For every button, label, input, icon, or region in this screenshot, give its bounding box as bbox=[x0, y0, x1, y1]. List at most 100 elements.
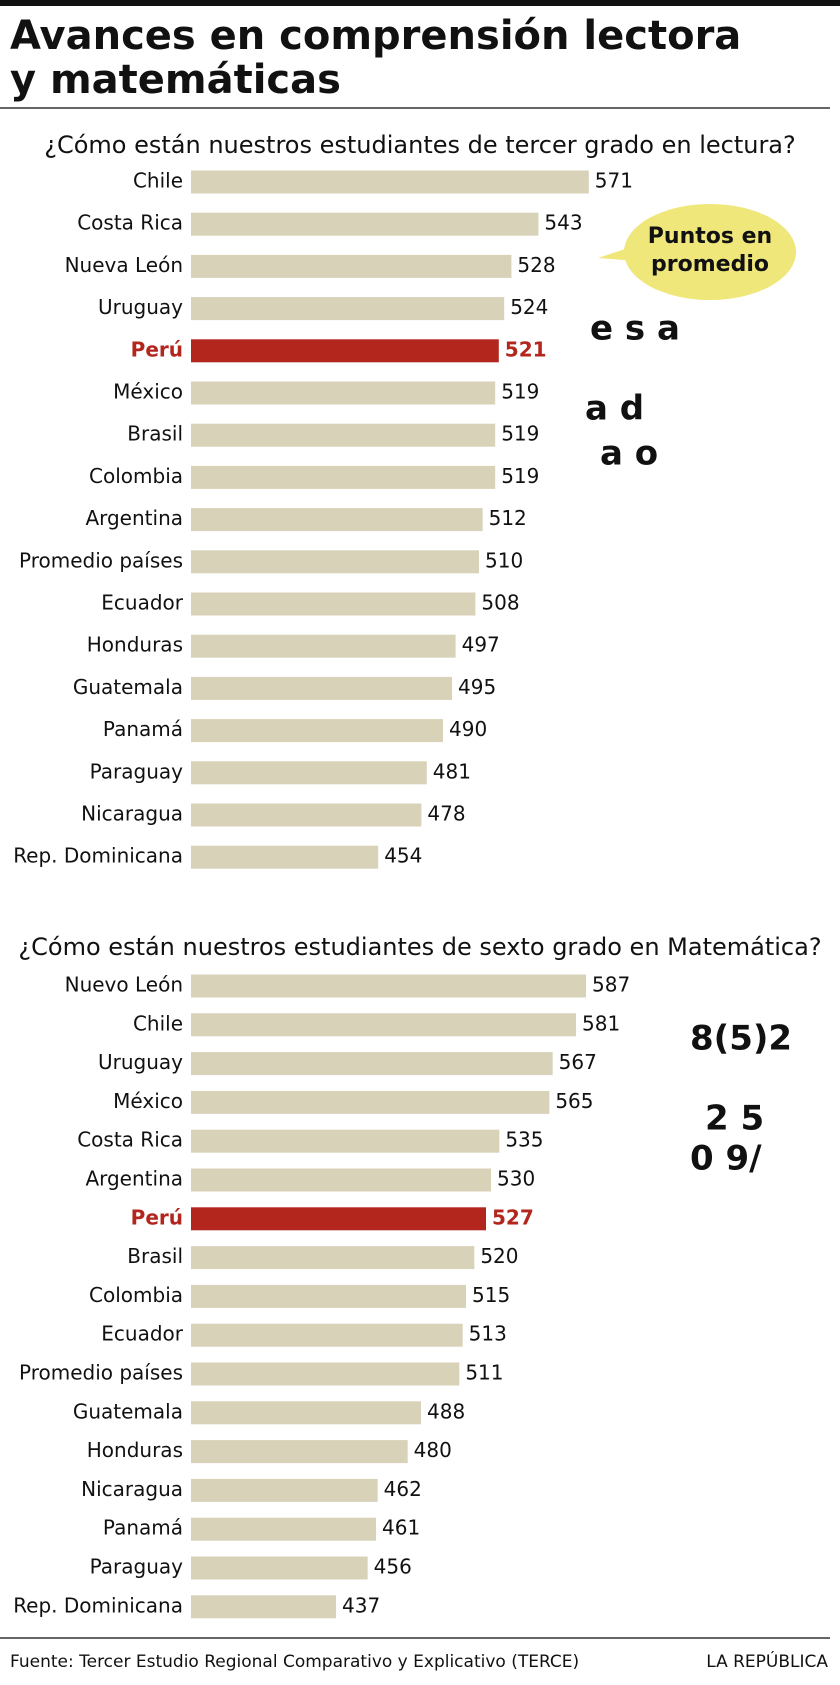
value-label: 567 bbox=[559, 1050, 597, 1074]
value-label: 581 bbox=[582, 1011, 620, 1035]
title-line: Avances en comprensión lectora bbox=[10, 13, 741, 59]
value-label: 511 bbox=[465, 1361, 503, 1385]
category-label: Guatemala bbox=[73, 1399, 183, 1423]
category-label: Ecuador bbox=[101, 1322, 183, 1346]
value-label: 461 bbox=[382, 1516, 420, 1540]
category-label: Promedio países bbox=[19, 1361, 183, 1385]
category-label: Brasil bbox=[127, 422, 183, 446]
bar bbox=[191, 1207, 486, 1231]
value-label: 513 bbox=[469, 1322, 507, 1346]
category-label: Rep. Dominicana bbox=[13, 844, 183, 868]
category-label: Paraguay bbox=[90, 759, 184, 783]
category-label: Uruguay bbox=[98, 295, 183, 319]
bar bbox=[191, 803, 422, 827]
value-label: 528 bbox=[517, 253, 555, 277]
decor-letters: a o bbox=[600, 434, 658, 474]
category-label: Colombia bbox=[89, 1283, 183, 1307]
chart-subtitle: ¿Cómo están nuestros estudiantes de terc… bbox=[44, 131, 796, 159]
category-label: México bbox=[113, 380, 183, 404]
value-label: 571 bbox=[595, 169, 633, 193]
category-label: Chile bbox=[133, 1011, 183, 1035]
category-label: Rep. Dominicana bbox=[13, 1593, 183, 1617]
bar bbox=[191, 550, 479, 574]
bar bbox=[191, 1052, 553, 1076]
bar bbox=[191, 634, 456, 658]
callout-bubble bbox=[624, 204, 796, 300]
decor-letters: a d bbox=[585, 389, 644, 429]
bar bbox=[191, 1517, 376, 1541]
category-label: Uruguay bbox=[98, 1050, 183, 1074]
bar bbox=[191, 1246, 475, 1270]
bar bbox=[191, 592, 476, 616]
bar bbox=[191, 423, 496, 447]
decoration: e s a a d a o 8(5)2 2 5 0 9/ bbox=[585, 309, 792, 1179]
value-label: 524 bbox=[510, 295, 548, 319]
value-label: 437 bbox=[342, 1593, 380, 1617]
value-label: 519 bbox=[501, 464, 539, 488]
value-label: 456 bbox=[374, 1555, 412, 1579]
title-line: y matemáticas bbox=[10, 57, 341, 103]
value-label: 512 bbox=[489, 506, 527, 530]
category-label: Paraguay bbox=[90, 1555, 184, 1579]
decor-digits: 8(5)2 bbox=[690, 1019, 792, 1059]
category-label: Panamá bbox=[103, 717, 183, 741]
category-label: Costa Rica bbox=[77, 1128, 183, 1152]
bar bbox=[191, 1090, 550, 1114]
bar bbox=[191, 1440, 408, 1464]
bar bbox=[191, 465, 496, 489]
bar bbox=[191, 381, 496, 405]
value-label: 519 bbox=[501, 380, 539, 404]
category-label: Nuevo León bbox=[65, 973, 183, 997]
callout-text: promedio bbox=[651, 252, 769, 277]
value-label: 515 bbox=[472, 1283, 510, 1307]
category-label: Chile bbox=[133, 169, 183, 193]
bar bbox=[191, 1401, 421, 1425]
category-label: Nueva León bbox=[65, 253, 183, 277]
bar bbox=[191, 508, 483, 532]
bar bbox=[191, 1556, 368, 1580]
value-label: 495 bbox=[458, 675, 496, 699]
category-label: Promedio países bbox=[19, 548, 183, 572]
bar bbox=[191, 254, 512, 278]
bar bbox=[191, 339, 499, 363]
chart-subtitle: ¿Cómo están nuestros estudiantes de sext… bbox=[18, 933, 821, 961]
value-label: 521 bbox=[505, 337, 547, 361]
bar bbox=[191, 761, 427, 785]
category-label: Costa Rica bbox=[77, 211, 183, 235]
category-label: Colombia bbox=[89, 464, 183, 488]
value-label: 510 bbox=[485, 548, 523, 572]
bar bbox=[191, 1323, 463, 1347]
value-label: 535 bbox=[505, 1128, 543, 1152]
bar bbox=[191, 1013, 576, 1037]
callout-text: Puntos en bbox=[648, 224, 772, 249]
value-label: 488 bbox=[427, 1399, 465, 1423]
bar bbox=[191, 719, 443, 743]
bar bbox=[191, 1478, 378, 1502]
category-label: Panamá bbox=[103, 1516, 183, 1540]
value-label: 587 bbox=[592, 973, 630, 997]
category-label: Argentina bbox=[85, 506, 183, 530]
bar bbox=[191, 974, 586, 998]
value-label: 543 bbox=[544, 211, 582, 235]
bar bbox=[191, 1595, 336, 1619]
category-label: México bbox=[113, 1089, 183, 1113]
value-label: 478 bbox=[427, 802, 465, 826]
value-label: 462 bbox=[384, 1477, 422, 1501]
value-label: 519 bbox=[501, 422, 539, 446]
category-label: Honduras bbox=[87, 633, 183, 657]
top-rule bbox=[0, 0, 840, 6]
value-label: 520 bbox=[480, 1244, 518, 1268]
category-label: Perú bbox=[131, 1205, 183, 1229]
value-label: 530 bbox=[497, 1167, 535, 1191]
decor-digits: 2 5 bbox=[705, 1099, 764, 1139]
decor-letters: e s a bbox=[590, 309, 680, 349]
category-label: Honduras bbox=[87, 1438, 183, 1462]
category-label: Nicaragua bbox=[81, 1477, 183, 1501]
category-label: Ecuador bbox=[101, 591, 183, 615]
bar bbox=[191, 297, 505, 321]
value-label: 490 bbox=[449, 717, 487, 741]
value-label: 565 bbox=[555, 1089, 593, 1113]
bar bbox=[191, 1129, 500, 1153]
bar bbox=[191, 845, 379, 869]
